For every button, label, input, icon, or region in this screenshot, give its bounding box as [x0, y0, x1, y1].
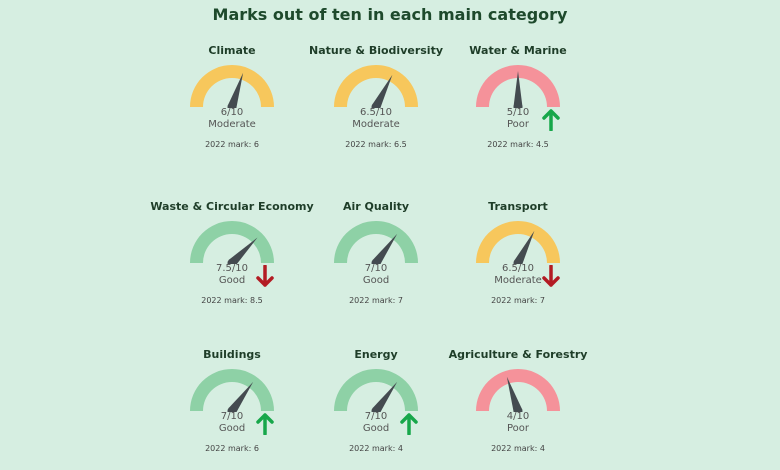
gauge-hub [227, 258, 237, 264]
gauge [476, 369, 560, 412]
gauge-status: Moderate [352, 119, 400, 130]
gauge-title: Agriculture & Forestry [448, 348, 588, 361]
gauge-title: Transport [488, 200, 548, 213]
gauge-needle [372, 233, 398, 264]
gauge-needle [372, 381, 398, 412]
gauge-status: Moderate [208, 119, 256, 130]
gauge-card: Water & Marine 5/10 Poor 2022 mark: 4.5 [433, 44, 603, 164]
gauge-value: 6/10 [220, 107, 244, 118]
arrow-up-icon [400, 413, 418, 435]
gauge-hub [513, 102, 523, 108]
gauge-hub [371, 258, 381, 264]
gauge-value: 7/10 [220, 411, 244, 422]
gauge-needle [228, 237, 258, 264]
gauge-needle [227, 72, 244, 108]
gauge-title: Buildings [203, 348, 261, 361]
gauge-value: 4/10 [506, 411, 530, 422]
gauge [476, 221, 560, 264]
gauge-value: 6.5/10 [502, 263, 534, 274]
gauge-arc [334, 65, 418, 107]
gauge-value: 7/10 [364, 411, 388, 422]
gauge-arc [334, 369, 418, 411]
gauge-title: Energy [354, 348, 398, 361]
gauge-status: Good [218, 275, 246, 286]
gauge [190, 65, 274, 108]
gauge [190, 369, 274, 412]
gauge-value: 7.5/10 [216, 263, 248, 274]
gauge-title: Nature & Biodiversity [308, 44, 443, 57]
gauge-hub [513, 258, 523, 264]
gauge-card: Agriculture & Forestry 4/10 Poor 2022 mark:… [433, 348, 603, 468]
gauge-arc [190, 65, 274, 107]
arrow-up-icon [542, 109, 560, 131]
gauge-card: Air Quality 7/10 Good 2022 mark: 7 [291, 200, 461, 320]
gauge-hub [227, 102, 237, 108]
gauge-value: 7/10 [364, 263, 388, 274]
gauge-status: Good [362, 275, 390, 286]
previous-mark: 2022 mark: 4 [491, 444, 545, 453]
gauge-status: Poor [506, 119, 530, 130]
chart-title: Marks out of ten in each main category [212, 5, 568, 24]
gauge-card: Waste & Circular Economy 7.5/10 Good 2022 m… [147, 200, 317, 320]
gauge [334, 221, 418, 264]
gauge-needle [228, 381, 254, 412]
gauge-hub [371, 406, 381, 412]
gauge-title: Air Quality [342, 200, 410, 213]
gauge-hub [513, 406, 523, 412]
gauge-hub [371, 102, 381, 108]
gauge-card: Transport 6.5/10 Moderate 2022 mark: 7 [433, 200, 603, 320]
gauge-arc [476, 221, 560, 263]
gauge-card: Climate 6/10 Moderate 2022 mark: 6 [147, 44, 317, 164]
gauge-value: 5/10 [506, 107, 530, 118]
gauge-card: Nature & Biodiversity 6.5/10 Moderate 2022 … [291, 44, 461, 164]
gauge-card: Energy 7/10 Good 2022 mark: 4 [291, 348, 461, 468]
gauge [476, 65, 560, 108]
gauge-status: Poor [506, 423, 530, 434]
previous-mark: 2022 mark: 6.5 [345, 140, 407, 149]
previous-mark: 2022 mark: 6 [205, 140, 259, 149]
gauge-needle [513, 230, 535, 264]
gauge [190, 221, 274, 264]
gauge-needle [371, 74, 393, 108]
previous-mark: 2022 mark: 7 [491, 296, 545, 305]
gauge-needle [513, 71, 523, 107]
gauge-status: Good [218, 423, 246, 434]
arrow-down-icon [256, 265, 274, 287]
previous-mark: 2022 mark: 4 [349, 444, 403, 453]
gauge-arc [190, 369, 274, 411]
gauge-arc [476, 369, 560, 411]
gauge [334, 65, 418, 108]
previous-mark: 2022 mark: 8.5 [201, 296, 263, 305]
gauge-title: Water & Marine [469, 44, 567, 57]
gauge-status: Good [362, 423, 390, 434]
gauge-card: Buildings 7/10 Good 2022 mark: 6 [147, 348, 317, 468]
gauge-arc [476, 65, 560, 107]
gauge-title: Climate [208, 44, 256, 57]
gauge-value: 6.5/10 [360, 107, 392, 118]
previous-mark: 2022 mark: 4.5 [487, 140, 549, 149]
gauge-arc [334, 221, 418, 263]
previous-mark: 2022 mark: 6 [205, 444, 259, 453]
gauge-title: Waste & Circular Economy [150, 200, 314, 213]
gauge [334, 369, 418, 412]
gauge-status: Moderate [494, 275, 542, 286]
gauge-hub [227, 406, 237, 412]
arrow-down-icon [542, 265, 560, 287]
arrow-up-icon [256, 413, 274, 435]
previous-mark: 2022 mark: 7 [349, 296, 403, 305]
gauge-arc [190, 221, 274, 263]
gauge-needle [506, 376, 523, 412]
